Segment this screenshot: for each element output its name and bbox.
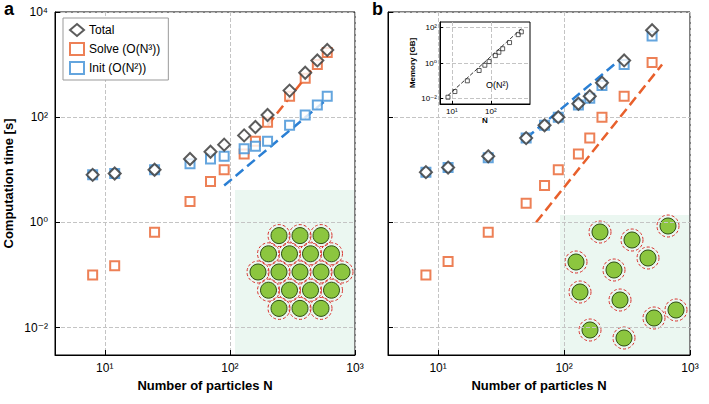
svg-text:Memory [GB]: Memory [GB] [408,38,417,89]
svg-text:Solve (O(N³)): Solve (O(N³)) [89,42,160,56]
svg-text:10¹: 10¹ [446,107,458,116]
svg-text:10⁰: 10⁰ [30,215,48,229]
svg-text:10⁴: 10⁴ [29,5,48,19]
svg-text:b: b [372,0,383,19]
svg-text:Number of particles N: Number of particles N [471,378,606,393]
svg-text:10⁻²: 10⁻² [421,94,437,103]
svg-text:10²: 10² [31,110,48,124]
svg-text:10²: 10² [555,361,572,375]
svg-text:N: N [482,116,488,125]
svg-text:Total: Total [89,23,114,37]
svg-text:a: a [4,0,15,19]
svg-text:Computation time [s]: Computation time [s] [1,119,16,249]
svg-text:10⁻²: 10⁻² [24,321,48,335]
svg-text:10¹: 10¹ [429,361,446,375]
svg-text:10³: 10³ [346,361,363,375]
svg-text:O(N²): O(N²) [486,80,509,90]
svg-text:10²: 10² [221,361,238,375]
svg-text:10¹: 10¹ [96,361,113,375]
svg-text:Number of particles N: Number of particles N [137,378,272,393]
svg-text:10³: 10³ [681,361,698,375]
svg-text:Init (O(N²)): Init (O(N²)) [89,61,146,75]
svg-text:10⁰: 10⁰ [425,59,437,68]
svg-text:10²: 10² [485,107,497,116]
svg-text:10²: 10² [425,23,437,32]
